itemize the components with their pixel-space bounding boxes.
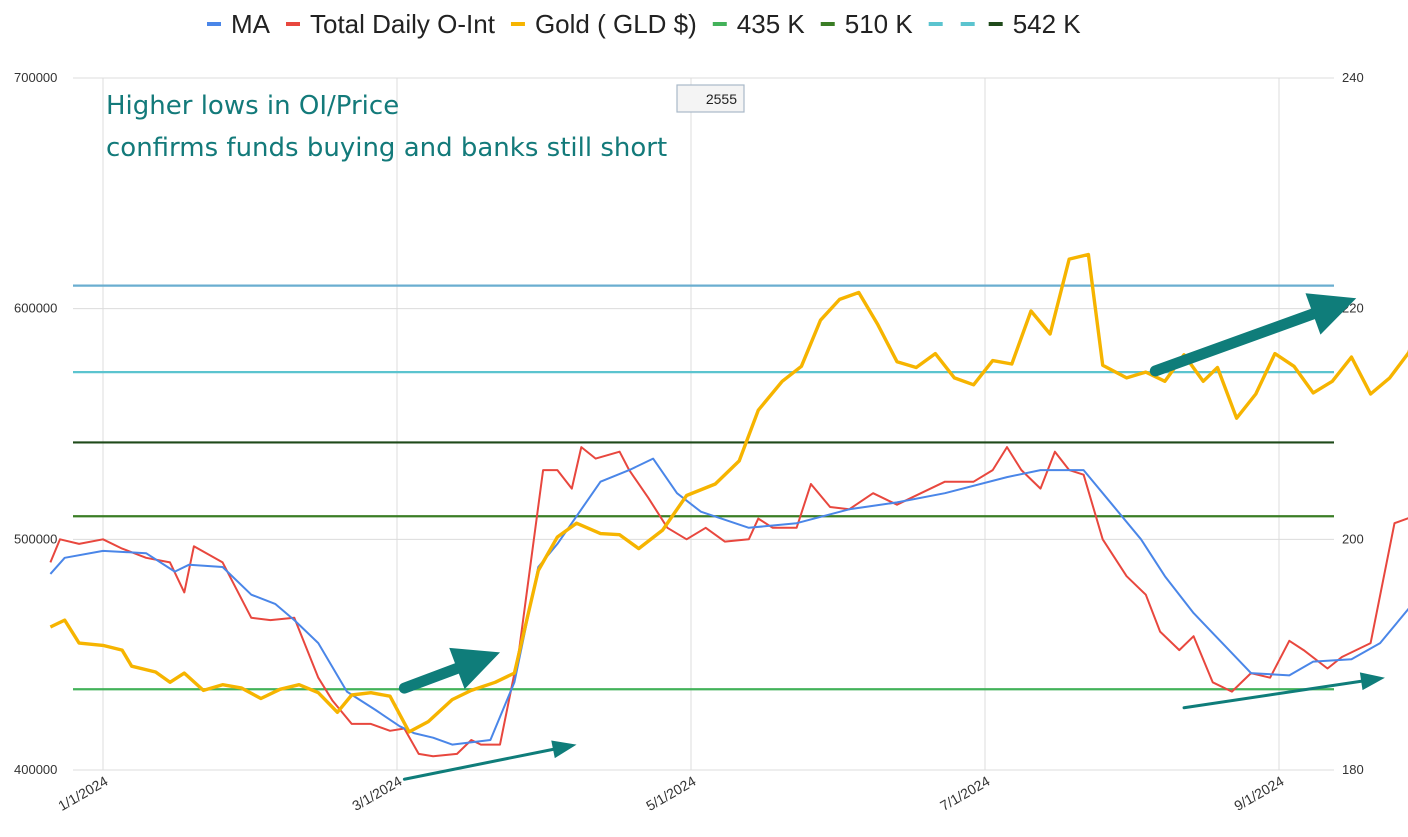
y-left-tick-label: 600000 [14,301,57,316]
annotation-text: confirms funds buying and banks still sh… [106,133,667,163]
x-tick-label: 3/1/2024 [349,773,404,814]
y-left-tick-label: 400000 [14,762,57,777]
trend-arrow-shaft [1182,679,1363,710]
series-line-total-daily-o-int [49,446,1408,758]
x-tick-label: 9/1/2024 [1231,773,1286,814]
trend-arrow-shaft [1149,308,1319,377]
x-tick-label: 5/1/2024 [643,773,698,814]
series-line-gold-gld [49,252,1408,734]
trend-arrow-head [1305,293,1357,335]
legend-label: MA [231,9,271,39]
legend-swatch [286,22,300,26]
legend-swatch [207,22,221,26]
trend-arrow-shaft [402,747,555,781]
legend-swatch [988,22,1003,26]
legend-label: 542 K [1013,9,1082,39]
y-left-tick-label: 500000 [14,531,57,546]
legend-swatch [820,22,835,26]
legend: MA Total Daily O-Int Gold ( GLD $) 435 K 510… [207,9,1081,39]
annotation-arrows [398,293,1385,781]
legend-swatch [712,22,727,26]
series-layer [49,252,1408,758]
legend-label: Gold ( GLD $) [535,9,697,39]
series-line-ma [49,457,1408,746]
x-tick-label: 1/1/2024 [55,773,110,814]
legend-label: 510 K [845,9,914,39]
y-right-tick-label: 240 [1342,70,1364,85]
trend-arrow-head [449,647,501,690]
trend-arrow-head [1359,672,1385,691]
legend-label: 435 K [737,9,806,39]
annotation-text: Higher lows in OI/Price [106,91,399,121]
legend-label: Total Daily O-Int [310,9,496,39]
value-box [676,84,745,113]
y-right-tick-label: 180 [1342,762,1364,777]
legend-swatch [510,22,525,26]
x-tick-label: 7/1/2024 [937,773,992,814]
y-left-tick-label: 700000 [14,70,57,85]
trend-arrow-head [551,740,577,759]
y-right-tick-label: 200 [1342,531,1364,546]
value-box-text: 2555 [706,91,737,107]
trend-arrow-shaft [398,662,463,694]
annotations: Higher lows in OI/Price confirms funds bu… [106,84,745,163]
grid [73,77,1334,771]
